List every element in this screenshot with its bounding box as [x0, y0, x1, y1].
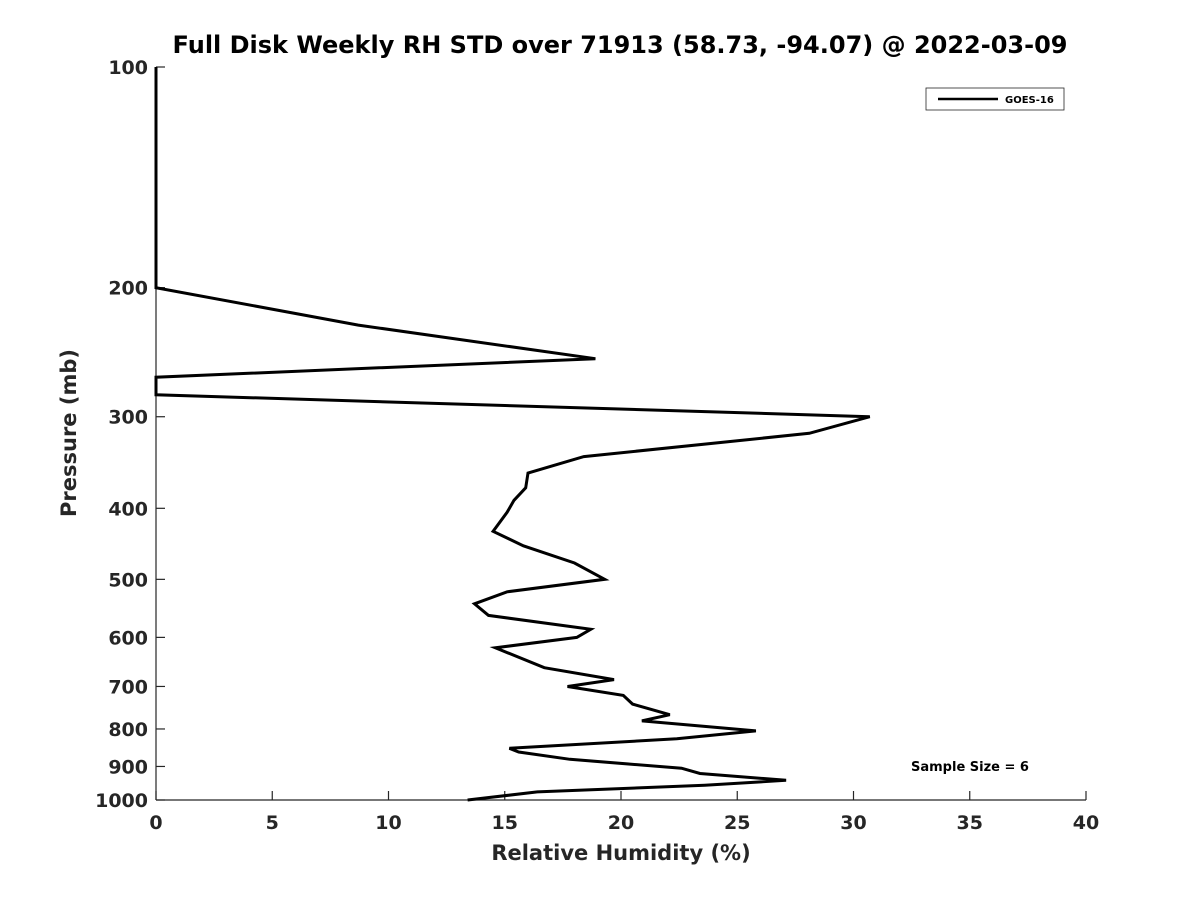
y-tick-label: 300 — [108, 407, 148, 429]
series-layer — [154, 67, 871, 802]
y-tick-label: 100 — [108, 57, 148, 79]
legend-label-goes-16: GOES-16 — [1005, 95, 1054, 106]
x-tick-label: 35 — [957, 812, 983, 834]
y-tick-label: 900 — [108, 756, 148, 778]
y-tick-label: 600 — [108, 627, 148, 649]
legend: GOES-16 — [925, 87, 1065, 111]
series-line-goes-16 — [154, 67, 871, 802]
x-tick-label: 10 — [375, 812, 401, 834]
x-axis-label: Relative Humidity (%) — [491, 841, 750, 865]
x-tick-label: 20 — [608, 812, 634, 834]
y-tick-label: 200 — [108, 278, 148, 300]
x-tick-label: 5 — [266, 812, 279, 834]
y-ticks: 100 200 300 400 500 600 700 800 900 1000 — [95, 57, 165, 812]
chart-title: Full Disk Weekly RH STD over 71913 (58.7… — [173, 31, 1068, 59]
x-ticks: 0 5 10 15 20 25 30 35 40 — [149, 791, 1099, 834]
y-axis-label: Pressure (mb) — [57, 349, 81, 517]
y-tick-label: 1000 — [95, 790, 148, 812]
y-tick-label: 700 — [108, 676, 148, 698]
y-tick-label: 500 — [108, 569, 148, 591]
sample-size-annotation: Sample Size = 6 — [911, 760, 1029, 775]
y-tick-label: 400 — [108, 498, 148, 520]
x-tick-label: 25 — [724, 812, 750, 834]
x-tick-label: 0 — [149, 812, 162, 834]
x-tick-label: 15 — [492, 812, 518, 834]
x-tick-label: 40 — [1073, 812, 1099, 834]
x-tick-label: 30 — [840, 812, 866, 834]
y-tick-label: 800 — [108, 719, 148, 741]
